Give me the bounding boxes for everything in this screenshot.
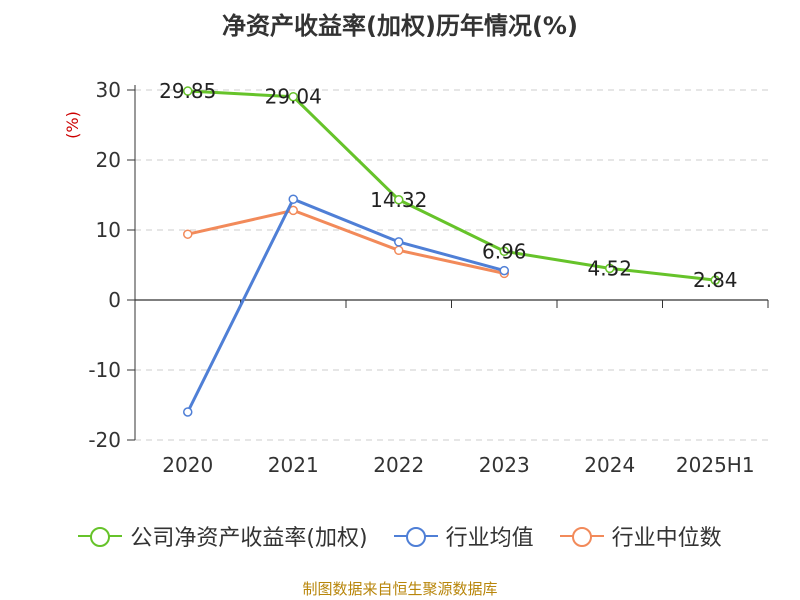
data-point xyxy=(288,91,298,102)
x-tick-label: 2024 xyxy=(584,453,635,477)
x-tick-label: 2021 xyxy=(268,453,319,477)
data-label: 14.32 xyxy=(370,188,427,212)
data-label: 6.96 xyxy=(482,239,527,263)
data-point xyxy=(183,407,193,417)
legend-item[interactable]: 行业中位数 xyxy=(559,520,722,552)
y-tick-label: -10 xyxy=(88,358,121,382)
data-point xyxy=(394,237,404,247)
data-point xyxy=(499,265,509,276)
y-tick-label: 10 xyxy=(96,218,121,242)
legend-label: 公司净资产收益率(加权) xyxy=(130,526,368,551)
x-tick-label: 2022 xyxy=(373,453,424,477)
data-point xyxy=(394,195,404,205)
data-point xyxy=(710,275,720,285)
source-note: 制图数据来自恒生聚源数据库 xyxy=(302,580,498,598)
data-point xyxy=(288,194,298,204)
data-label: 2.84 xyxy=(693,268,738,292)
series-line xyxy=(187,89,716,282)
legend-item[interactable]: 公司净资产收益率(加权) xyxy=(78,520,368,552)
y-tick-label: 30 xyxy=(96,78,121,102)
y-tick-label: 0 xyxy=(108,288,121,312)
legend-label: 行业中位数 xyxy=(611,526,722,551)
data-point xyxy=(183,229,193,239)
legend-label: 行业均值 xyxy=(445,526,534,551)
legend-item[interactable]: 行业均值 xyxy=(393,520,534,552)
data-label: 4.52 xyxy=(587,256,632,280)
data-label: 29.04 xyxy=(265,85,322,109)
x-tick-label: 2025H1 xyxy=(676,453,755,477)
legend-marker xyxy=(559,525,604,547)
legend-marker xyxy=(78,525,123,547)
data-label: 29.85 xyxy=(159,79,216,103)
y-axis-label: (%) xyxy=(63,111,82,139)
series-line xyxy=(186,197,505,413)
data-point xyxy=(499,246,509,257)
y-tick-label: 20 xyxy=(96,148,121,172)
data-point xyxy=(605,263,615,274)
chart-title: 净资产收益率(加权)历年情况(%) xyxy=(222,12,578,40)
y-tick-label: -20 xyxy=(88,428,121,452)
data-point xyxy=(183,86,193,96)
legend-marker xyxy=(393,525,438,547)
x-tick-label: 2020 xyxy=(162,453,213,477)
series-line xyxy=(187,208,505,275)
x-tick-label: 2023 xyxy=(479,453,530,477)
legend: 公司净资产收益率(加权) 行业均值 行业中位数 xyxy=(0,520,800,552)
data-point xyxy=(394,245,404,256)
